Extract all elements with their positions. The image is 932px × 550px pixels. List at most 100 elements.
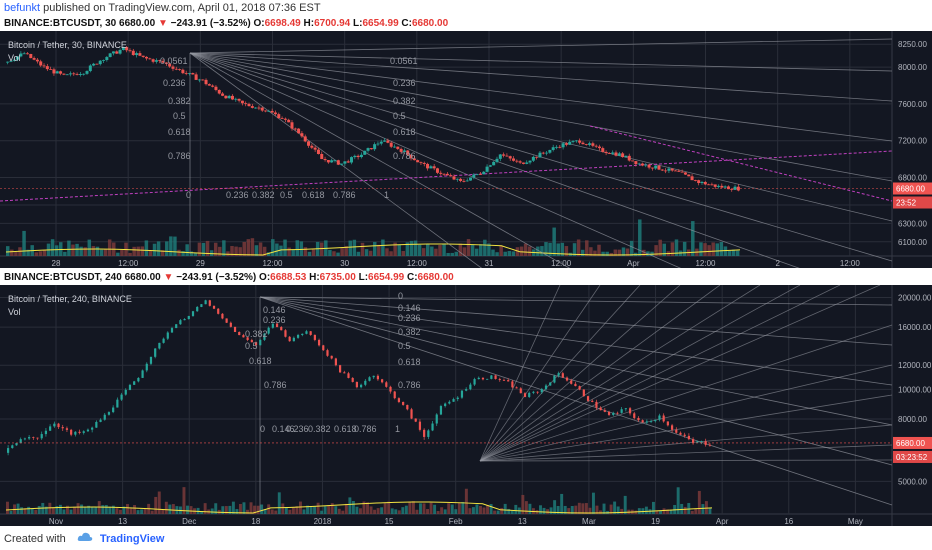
candle bbox=[95, 421, 98, 428]
tradingview-link[interactable]: TradingView bbox=[99, 533, 165, 545]
volume-bar bbox=[319, 242, 324, 256]
candle bbox=[521, 162, 525, 164]
candle bbox=[133, 381, 136, 385]
chart2-change: −243.91 (−3.52%) bbox=[176, 272, 257, 283]
candle bbox=[614, 152, 618, 156]
candle bbox=[145, 56, 149, 59]
candle bbox=[65, 428, 69, 430]
volume-bar bbox=[62, 509, 66, 514]
volume-bar bbox=[430, 246, 434, 256]
candle bbox=[429, 166, 433, 169]
candle bbox=[9, 60, 13, 62]
candle bbox=[591, 143, 595, 146]
volume-bar bbox=[73, 506, 76, 514]
candle bbox=[191, 73, 195, 75]
volume-bar bbox=[356, 251, 361, 256]
candle bbox=[35, 59, 39, 62]
chart1-panel[interactable]: 8250.008000.007600.007200.006800.006500.… bbox=[0, 31, 932, 550]
volume-bar bbox=[246, 509, 249, 514]
volume-bar bbox=[6, 501, 9, 514]
candle bbox=[726, 186, 730, 190]
volume-bar bbox=[213, 242, 218, 256]
volume-bar bbox=[157, 491, 161, 514]
volume-bar bbox=[37, 505, 41, 514]
candle bbox=[708, 444, 711, 446]
candle bbox=[16, 56, 20, 60]
volume-bar bbox=[228, 505, 232, 514]
volume-bar bbox=[66, 505, 69, 514]
fib-fan-line bbox=[479, 394, 893, 462]
volume-bar bbox=[426, 509, 429, 514]
candle bbox=[330, 355, 333, 359]
fib-fan-line bbox=[259, 296, 893, 346]
volume-bar bbox=[275, 243, 279, 256]
volume-bar bbox=[99, 249, 104, 256]
volume-bar bbox=[327, 505, 331, 514]
candle bbox=[477, 377, 480, 380]
volume-bar bbox=[274, 510, 278, 514]
candle bbox=[519, 388, 522, 394]
candle bbox=[604, 151, 608, 154]
candle bbox=[379, 141, 383, 144]
candle bbox=[283, 118, 287, 120]
candle bbox=[32, 58, 36, 60]
candle bbox=[368, 377, 371, 381]
volume-bar bbox=[287, 247, 291, 256]
volume-bar bbox=[397, 510, 401, 514]
volume-bar bbox=[560, 493, 564, 514]
candle bbox=[386, 140, 390, 143]
volume-bar bbox=[107, 239, 112, 256]
candle bbox=[170, 328, 174, 333]
chart1-svg[interactable]: 8250.008000.007600.007200.006800.006500.… bbox=[0, 31, 932, 550]
volume-bar bbox=[169, 236, 173, 256]
publish-bar: befunkt published on TradingView.com, Ap… bbox=[0, 0, 932, 16]
volume-bar bbox=[584, 503, 588, 514]
candle bbox=[507, 380, 510, 382]
fib-label: 0.146 bbox=[272, 424, 295, 434]
volume-bar bbox=[454, 251, 459, 256]
candle bbox=[12, 59, 16, 61]
fib-label: 0.382 bbox=[398, 327, 421, 337]
author-link[interactable]: befunkt bbox=[4, 2, 41, 14]
volume-bar bbox=[387, 501, 391, 514]
fib-label: 0.0561 bbox=[160, 56, 188, 66]
fib-label: 0 bbox=[398, 291, 403, 301]
candle bbox=[292, 337, 295, 342]
volume-bar bbox=[690, 510, 694, 514]
volume-bar bbox=[323, 506, 327, 514]
volume-bar bbox=[271, 239, 275, 256]
volume-bar bbox=[413, 240, 418, 256]
x-tick-label: 2 bbox=[775, 259, 780, 268]
candle bbox=[42, 65, 46, 67]
volume-bar bbox=[189, 251, 193, 256]
chart2-symbol: BINANCE:BTCUSDT, 240 bbox=[4, 272, 122, 283]
volume-bar bbox=[405, 242, 410, 256]
volume-bar bbox=[591, 492, 595, 514]
candle bbox=[207, 84, 211, 86]
x-tick-label: 12:00 bbox=[118, 259, 139, 268]
candle bbox=[670, 168, 674, 171]
volume-bar bbox=[524, 501, 528, 514]
volume-bar bbox=[50, 239, 55, 256]
candle bbox=[305, 331, 308, 334]
candle bbox=[515, 387, 518, 389]
candle bbox=[525, 162, 529, 164]
candle bbox=[376, 143, 380, 145]
volume-bar bbox=[242, 241, 246, 256]
volume-bar bbox=[360, 242, 365, 256]
volume-bar bbox=[30, 508, 34, 514]
volume-bar bbox=[503, 503, 507, 514]
candle bbox=[191, 311, 195, 316]
y-tick-label: 7200.00 bbox=[898, 137, 927, 146]
candle bbox=[696, 441, 699, 443]
volume-bar bbox=[177, 249, 181, 256]
volume-ma-line bbox=[5, 501, 713, 514]
x-tick-label: 2018 bbox=[314, 517, 332, 526]
chart2-svg[interactable]: 20000.00 16000.00 12000.00 10000.00 8000.00 5… bbox=[0, 284, 932, 526]
candle bbox=[710, 184, 714, 186]
candle bbox=[456, 397, 459, 400]
candle bbox=[145, 363, 148, 371]
volume-bar bbox=[500, 507, 504, 514]
volume-bar bbox=[609, 504, 613, 514]
chart2-panel[interactable]: 20000.00 16000.00 12000.00 10000.00 8000.00 5… bbox=[0, 284, 932, 526]
